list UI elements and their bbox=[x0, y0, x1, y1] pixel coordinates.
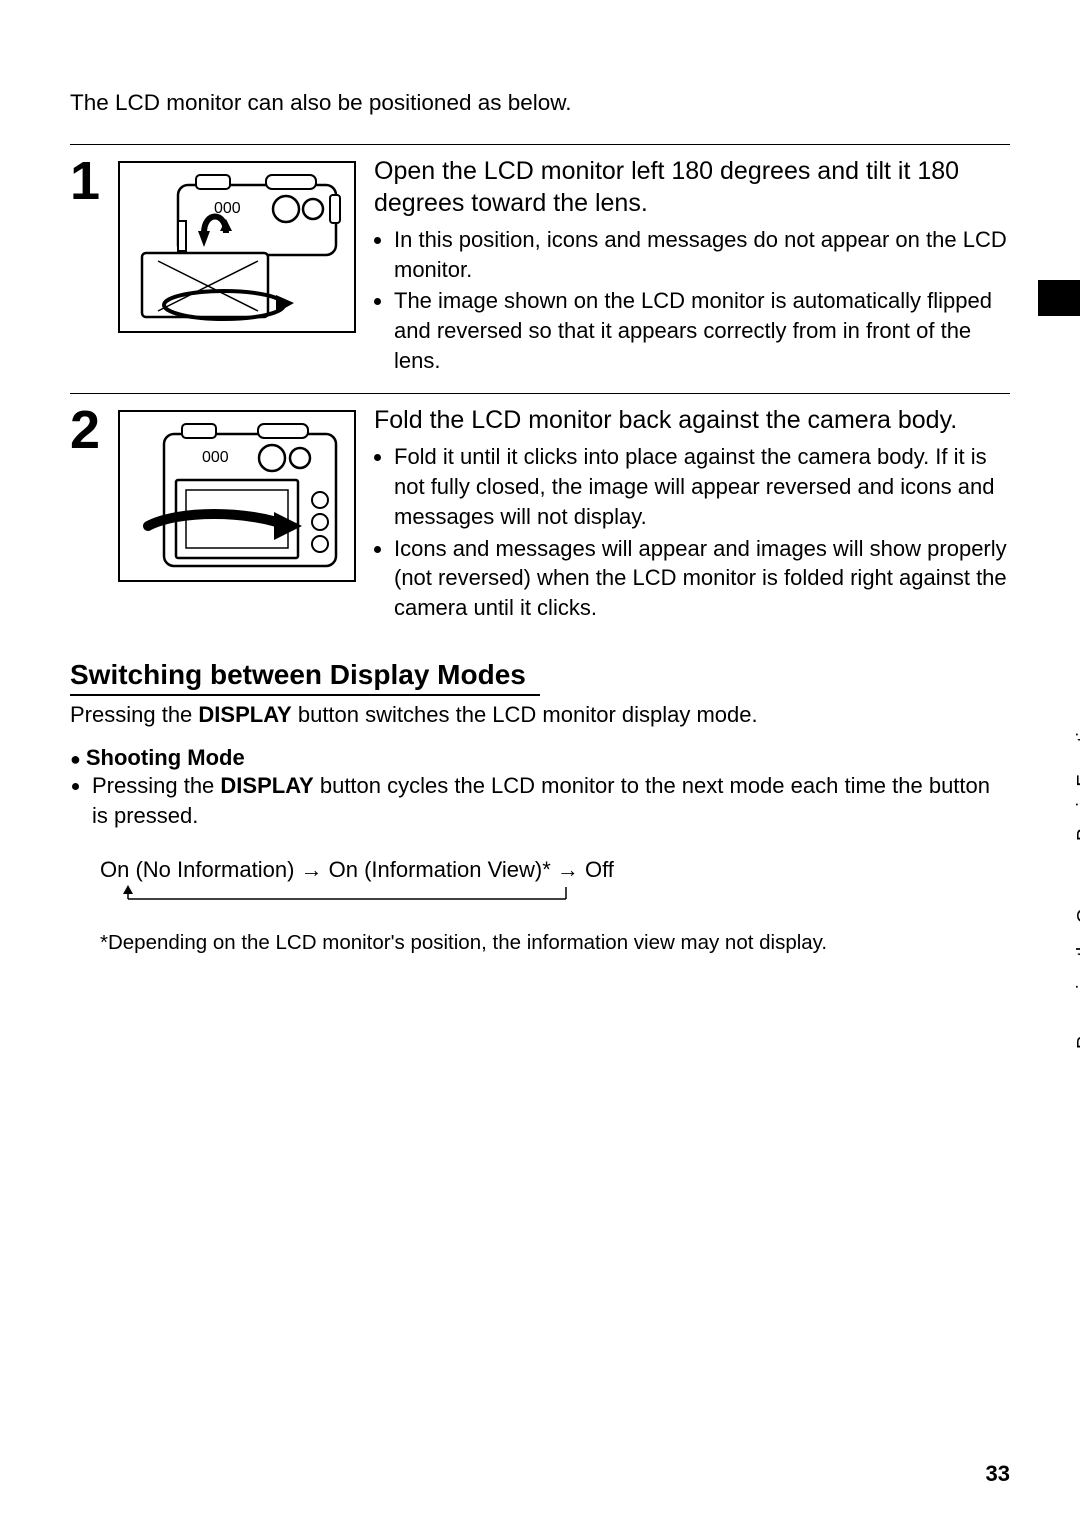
side-tab-marker bbox=[1038, 280, 1080, 316]
display-word: DISPLAY bbox=[220, 773, 313, 798]
step-2-body: Fold the LCD monitor back against the ca… bbox=[368, 404, 1010, 624]
section-intro-post: button switches the LCD monitor display … bbox=[292, 702, 758, 727]
cycle-return-arrow bbox=[100, 885, 1010, 913]
footnote: *Depending on the LCD monitor's position… bbox=[100, 931, 1010, 955]
step-1-bullet: The image shown on the LCD monitor is au… bbox=[394, 286, 1010, 375]
section-intro-pre: Pressing the bbox=[70, 702, 198, 727]
side-tab-label: Preparing the Camera, Basic Functions bbox=[1074, 700, 1080, 1049]
step-1-title: Open the LCD monitor left 180 degrees an… bbox=[374, 155, 1010, 219]
step-1-figure: 000 bbox=[118, 155, 368, 333]
section-title: Switching between Display Modes bbox=[70, 659, 540, 696]
step-1-bullet: In this position, icons and messages do … bbox=[394, 225, 1010, 284]
intro-text: The LCD monitor can also be positioned a… bbox=[70, 90, 1010, 116]
cycle-text: On (No Information) → On (Information Vi… bbox=[100, 857, 614, 882]
step-2: 2 000 Fold the LCD monitor back against … bbox=[70, 394, 1010, 640]
page-number: 33 bbox=[986, 1461, 1010, 1487]
sub-heading: Shooting Mode bbox=[70, 745, 1010, 771]
step-2-bullet: Icons and messages will appear and image… bbox=[394, 534, 1010, 623]
cycle-block: On (No Information) → On (Information Vi… bbox=[100, 857, 1010, 913]
sub-bullet-pre: Pressing the bbox=[92, 773, 220, 798]
svg-text:000: 000 bbox=[202, 449, 229, 466]
step-2-bullet: Fold it until it clicks into place again… bbox=[394, 442, 1010, 531]
display-word: DISPLAY bbox=[198, 702, 291, 727]
step-1: 1 000 Open the LCD monitor left bbox=[70, 145, 1010, 393]
step-2-figure: 000 bbox=[118, 404, 368, 582]
sub-bullet: Pressing the DISPLAY button cycles the L… bbox=[92, 771, 1010, 830]
step-1-number: 1 bbox=[70, 155, 118, 206]
step-1-body: Open the LCD monitor left 180 degrees an… bbox=[368, 155, 1010, 377]
side-tab: Preparing the Camera, Basic Functions bbox=[1038, 280, 1080, 700]
section-intro: Pressing the DISPLAY button switches the… bbox=[70, 700, 1010, 730]
step-2-number: 2 bbox=[70, 404, 118, 455]
step-2-title: Fold the LCD monitor back against the ca… bbox=[374, 404, 1010, 436]
